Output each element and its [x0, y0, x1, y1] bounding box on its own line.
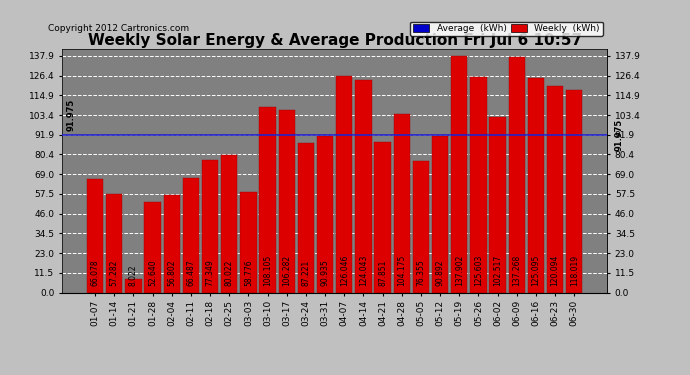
Bar — [566, 90, 582, 292]
Bar — [432, 136, 448, 292]
Text: 124.043: 124.043 — [359, 254, 368, 286]
Text: 66.078: 66.078 — [90, 259, 99, 286]
Bar — [375, 142, 391, 292]
Bar — [451, 56, 467, 292]
Bar — [125, 279, 141, 292]
Bar — [279, 110, 295, 292]
Bar — [489, 117, 506, 292]
Text: 118.019: 118.019 — [570, 255, 579, 286]
Text: 90.892: 90.892 — [435, 259, 444, 286]
Text: 137.268: 137.268 — [512, 254, 521, 286]
Text: 8.022: 8.022 — [129, 264, 138, 286]
Bar — [413, 161, 429, 292]
Text: 120.094: 120.094 — [551, 254, 560, 286]
Text: Copyright 2012 Cartronics.com: Copyright 2012 Cartronics.com — [48, 24, 190, 33]
Text: 87.221: 87.221 — [302, 260, 310, 286]
Bar — [202, 160, 218, 292]
Text: 137.902: 137.902 — [455, 254, 464, 286]
Text: 76.355: 76.355 — [417, 259, 426, 286]
Bar — [509, 57, 525, 292]
Bar — [528, 78, 544, 292]
Text: 91.975: 91.975 — [614, 118, 623, 151]
Text: 104.175: 104.175 — [397, 254, 406, 286]
Text: 125.095: 125.095 — [531, 254, 540, 286]
Bar — [240, 192, 257, 292]
Text: 80.022: 80.022 — [225, 259, 234, 286]
Text: 57.282: 57.282 — [110, 259, 119, 286]
Bar — [355, 80, 371, 292]
Text: 91.975: 91.975 — [66, 99, 75, 131]
Text: 66.487: 66.487 — [186, 259, 195, 286]
Bar — [547, 86, 563, 292]
Text: 90.935: 90.935 — [321, 259, 330, 286]
Bar — [336, 76, 353, 292]
Text: 125.603: 125.603 — [474, 254, 483, 286]
Bar — [106, 194, 122, 292]
Text: 56.802: 56.802 — [167, 259, 176, 286]
Text: 126.046: 126.046 — [339, 254, 348, 286]
Text: 87.851: 87.851 — [378, 259, 387, 286]
Legend: Average  (kWh), Weekly  (kWh): Average (kWh), Weekly (kWh) — [411, 22, 602, 36]
Bar — [164, 195, 180, 292]
Bar — [87, 179, 104, 292]
Bar — [183, 178, 199, 292]
Text: 106.282: 106.282 — [282, 255, 291, 286]
Bar — [221, 155, 237, 292]
Title: Weekly Solar Energy & Average Production Fri Jul 6 10:57: Weekly Solar Energy & Average Production… — [88, 33, 582, 48]
Bar — [393, 114, 410, 292]
Bar — [144, 202, 161, 292]
Text: 77.349: 77.349 — [206, 259, 215, 286]
Text: 58.776: 58.776 — [244, 259, 253, 286]
Text: 102.517: 102.517 — [493, 254, 502, 286]
Bar — [298, 143, 314, 292]
Text: 52.640: 52.640 — [148, 259, 157, 286]
Bar — [317, 136, 333, 292]
Text: 108.105: 108.105 — [263, 254, 272, 286]
Bar — [471, 77, 486, 292]
Bar — [259, 107, 276, 292]
